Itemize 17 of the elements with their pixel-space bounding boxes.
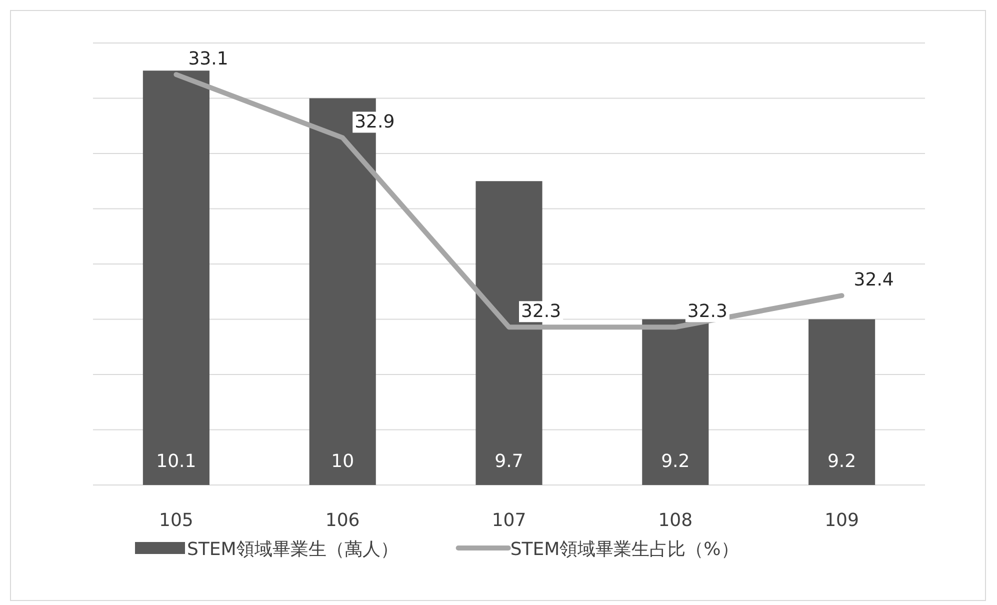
legend-label: STEM領域畢業生占比（%） [510,539,739,560]
x-tick-label: 107 [492,510,526,531]
data-label: 33.1 [188,48,228,70]
data-label: 9.2 [661,451,690,472]
data-label: 9.7 [494,451,524,472]
data-label: 10.1 [156,451,196,472]
x-tick-label: 106 [325,510,360,531]
x-tick-label: 109 [824,510,859,531]
x-tick-label: 108 [658,510,693,531]
x-tick-label: 105 [159,510,194,531]
data-label: 32.3 [687,301,728,322]
data-label: 9.2 [827,451,856,472]
data-label: 32.9 [354,112,395,133]
data-label: 32.3 [521,301,562,322]
data-label: 10 [331,451,354,472]
legend-label: STEM領域畢業生（萬人） [187,539,398,560]
data-label: 32.4 [854,270,894,291]
